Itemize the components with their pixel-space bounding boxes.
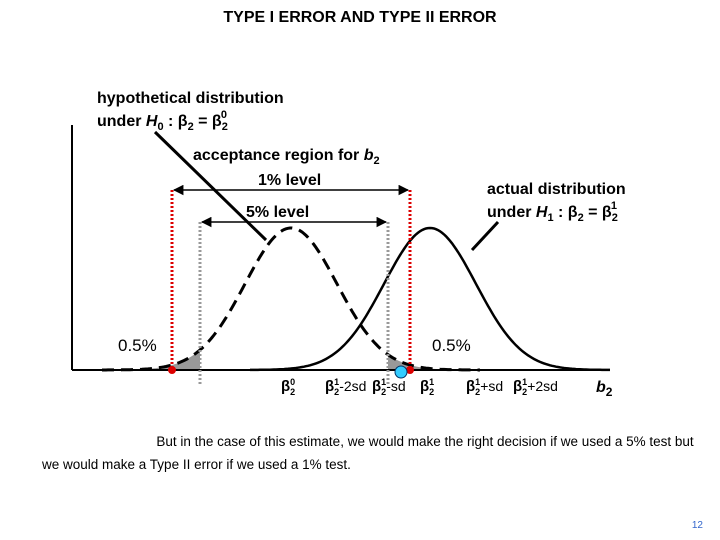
axis-label: b2 bbox=[596, 379, 613, 399]
text: 2 bbox=[475, 387, 480, 397]
x-label: β21+sd bbox=[466, 377, 503, 397]
text: 1 bbox=[475, 377, 480, 387]
text: 2 bbox=[290, 387, 295, 397]
tail-shading bbox=[120, 349, 460, 370]
x-label: β21-sd bbox=[372, 377, 406, 397]
text: = bbox=[584, 204, 602, 221]
text: +sd bbox=[480, 378, 503, 394]
h1-curve bbox=[250, 226, 610, 372]
x-label: β21-2sd bbox=[325, 377, 366, 397]
text: : bbox=[554, 204, 568, 221]
text: -2sd bbox=[339, 378, 366, 394]
critical-dot bbox=[406, 366, 414, 374]
tail-label: 0.5% bbox=[118, 336, 157, 355]
text: 2 bbox=[522, 387, 527, 397]
text: 2 bbox=[188, 121, 194, 133]
acceptance-label: acceptance region for b2 bbox=[193, 147, 380, 167]
text: 0 bbox=[290, 377, 295, 387]
h1-label: under H1 : β2 = β21 bbox=[487, 200, 618, 224]
caption: But in the case of this estimate, we wou… bbox=[156, 434, 694, 449]
text: +2sd bbox=[527, 378, 558, 394]
text: under bbox=[97, 113, 146, 130]
text: : bbox=[164, 113, 178, 130]
text: H bbox=[536, 204, 548, 221]
pointer bbox=[470, 220, 500, 252]
page-number: 12 bbox=[692, 520, 704, 531]
level-label: 1% level bbox=[258, 172, 321, 189]
text: β bbox=[513, 378, 522, 395]
text: 2 bbox=[578, 212, 584, 224]
text: 1 bbox=[547, 212, 553, 224]
text: β bbox=[602, 204, 612, 221]
text: β bbox=[420, 378, 429, 395]
h0-curve bbox=[102, 226, 480, 372]
text: acceptance region for bbox=[193, 147, 364, 164]
tail-label: 0.5% bbox=[432, 336, 471, 355]
text: β bbox=[466, 378, 475, 395]
text: 2 bbox=[222, 121, 228, 133]
text: 1 bbox=[611, 200, 617, 212]
text: 2 bbox=[606, 385, 613, 399]
x-labels: β20 β21-2sd β21-sd β21 β21+sd β21+2sd bbox=[281, 377, 558, 397]
text: β bbox=[325, 378, 334, 395]
x-label: β21 bbox=[420, 377, 434, 397]
text: 2 bbox=[381, 387, 386, 397]
h0-label: hypothetical distribution bbox=[97, 90, 284, 107]
text: 2 bbox=[334, 387, 339, 397]
tail bbox=[120, 349, 200, 370]
h1-label: actual distribution bbox=[487, 181, 626, 198]
tail bbox=[388, 354, 460, 370]
text: 1 bbox=[334, 377, 339, 387]
x-label: β20 bbox=[281, 377, 295, 397]
level-label: 5% level bbox=[246, 204, 309, 221]
text: b bbox=[364, 147, 374, 164]
h0-label: under H0 : β2 = β20 bbox=[97, 109, 228, 133]
text: under bbox=[487, 204, 536, 221]
text: β bbox=[568, 204, 578, 221]
x-label: β21+2sd bbox=[513, 377, 558, 397]
text: H bbox=[146, 113, 158, 130]
title: TYPE I ERROR AND TYPE II ERROR bbox=[223, 9, 497, 26]
text: β bbox=[372, 378, 381, 395]
critical-dot bbox=[168, 366, 176, 374]
caption: we would make a Type II error if we used… bbox=[41, 457, 351, 472]
text: = bbox=[194, 113, 212, 130]
text: 0 bbox=[221, 109, 227, 121]
text: 1 bbox=[522, 377, 527, 387]
text: 2 bbox=[429, 387, 434, 397]
text: 2 bbox=[374, 155, 380, 167]
estimate-point bbox=[394, 365, 408, 379]
text: b bbox=[596, 379, 606, 396]
text: 1 bbox=[429, 377, 434, 387]
text: 0 bbox=[157, 121, 163, 133]
pointer bbox=[153, 130, 268, 242]
text: -sd bbox=[386, 378, 405, 394]
curves bbox=[102, 226, 610, 372]
text: β bbox=[178, 113, 188, 130]
text: β bbox=[212, 113, 222, 130]
text: β bbox=[281, 378, 290, 395]
text: 1 bbox=[381, 377, 386, 387]
text: 2 bbox=[612, 212, 618, 224]
